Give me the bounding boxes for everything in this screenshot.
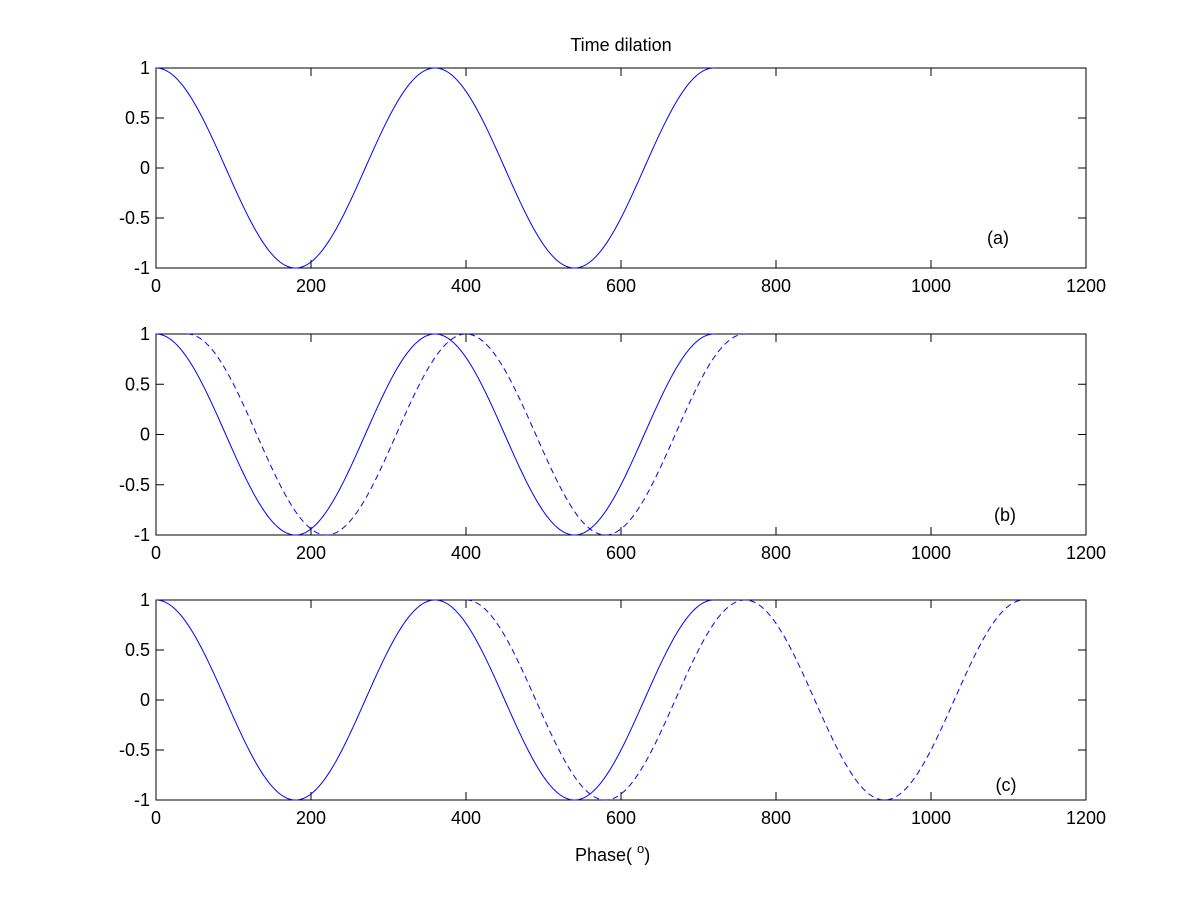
x-tick-label: 0 bbox=[151, 543, 161, 563]
y-tick-label: -0.5 bbox=[119, 208, 150, 228]
x-tick-label: 1000 bbox=[911, 543, 951, 563]
x-tick-label: 600 bbox=[606, 808, 636, 828]
y-tick-label: 1 bbox=[140, 58, 150, 78]
x-tick-label: 800 bbox=[761, 808, 791, 828]
y-tick-label: -0.5 bbox=[119, 740, 150, 760]
series-line-solid bbox=[155, 333, 715, 536]
y-tick-label: 1 bbox=[140, 590, 150, 610]
series-line-dashed bbox=[186, 333, 746, 536]
series-line-solid bbox=[155, 599, 715, 801]
subplot-c: 0 200 400 600 800 1000 1200 -1 -0.5 0 0.5 1 (c) Phase… bbox=[119, 590, 1106, 865]
x-tick-label: 800 bbox=[761, 276, 791, 296]
panel-annotation: (c) bbox=[996, 775, 1017, 795]
x-tick-label: 400 bbox=[451, 276, 481, 296]
panel-annotation: (b) bbox=[994, 505, 1016, 525]
x-tick-label: 200 bbox=[296, 543, 326, 563]
x-tick-label: 200 bbox=[296, 276, 326, 296]
x-tick-label: 1000 bbox=[911, 808, 951, 828]
subplot-b: 0 200 400 600 800 1000 1200 -1 -0.5 0 0.5 1 (b) bbox=[119, 324, 1106, 563]
x-tick-label: 1200 bbox=[1066, 808, 1106, 828]
y-tick-label: -1 bbox=[134, 525, 150, 545]
y-tick-label: 0.5 bbox=[125, 374, 150, 394]
axes-frame bbox=[155, 67, 1087, 269]
subplot-a: 0 200 400 600 800 1000 1200 -1 -0.5 0 0.5 1 Time dil… bbox=[119, 35, 1106, 296]
y-tick-label: -1 bbox=[134, 258, 150, 278]
series-line-solid bbox=[155, 67, 715, 269]
y-tick-label: 1 bbox=[140, 324, 150, 344]
x-axis-label: Phase( o) bbox=[575, 841, 650, 865]
x-tick-label: 0 bbox=[151, 276, 161, 296]
panel-annotation: (a) bbox=[987, 228, 1009, 248]
x-tick-label: 1200 bbox=[1066, 543, 1106, 563]
x-tick-label: 400 bbox=[451, 543, 481, 563]
x-tick-label: 200 bbox=[296, 808, 326, 828]
x-tick-label: 1200 bbox=[1066, 276, 1106, 296]
series-line-dashed bbox=[465, 599, 1025, 801]
axes-frame bbox=[155, 599, 1087, 801]
x-tick-label: 600 bbox=[606, 543, 636, 563]
x-tick-label: 1000 bbox=[911, 276, 951, 296]
x-tick-label: 800 bbox=[761, 543, 791, 563]
x-tick-label: 600 bbox=[606, 276, 636, 296]
y-tick-label: 0.5 bbox=[125, 640, 150, 660]
y-tick-label: 0 bbox=[140, 158, 150, 178]
y-tick-label: -0.5 bbox=[119, 475, 150, 495]
x-tick-label: 400 bbox=[451, 808, 481, 828]
y-tick-label: 0 bbox=[140, 425, 150, 445]
y-tick-label: -1 bbox=[134, 790, 150, 810]
chart-title: Time dilation bbox=[570, 35, 671, 55]
y-tick-label: 0.5 bbox=[125, 108, 150, 128]
x-tick-label: 0 bbox=[151, 808, 161, 828]
axes-frame bbox=[155, 333, 1087, 536]
y-tick-label: 0 bbox=[140, 690, 150, 710]
